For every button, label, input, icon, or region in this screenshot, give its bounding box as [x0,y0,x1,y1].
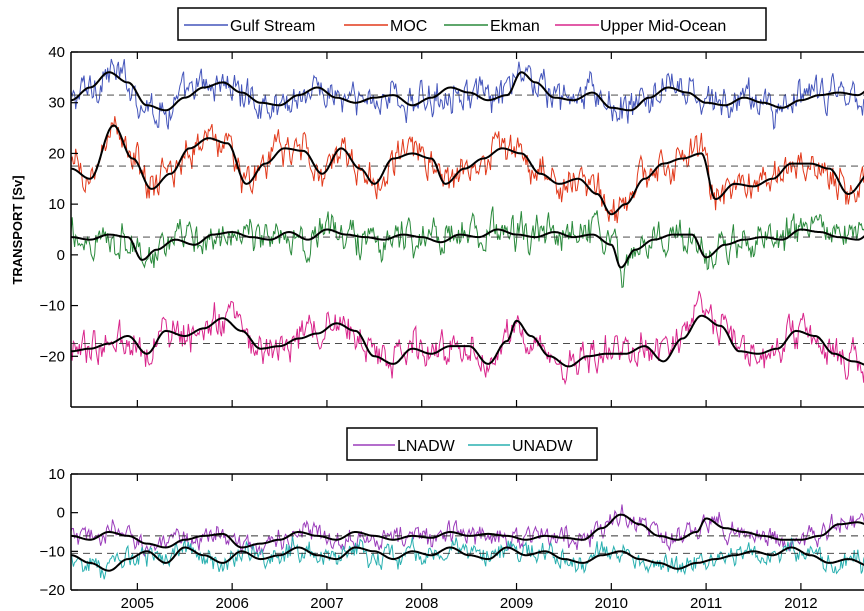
legend-label-lnadw: LNADW [397,438,456,455]
legend-label-upper-mid-ocean: Upper Mid-Ocean [600,18,726,35]
x-tick-label: 2006 [215,595,248,611]
x-tick-label: 2008 [405,595,438,611]
series-smooth-gulf-stream [71,71,864,112]
top-y-tick-label: 10 [48,196,65,213]
x-tick-label: 2012 [784,595,817,611]
y-axis-label: TRANSPORT [Sv] [10,175,25,284]
legend-label-ekman: Ekman [490,18,540,35]
bottom-panel: 10 0 −10 −20 2005 2006 2007 2008 2009 2010 2011 201… [40,427,864,611]
series-raw-unadw [71,536,864,580]
legend-label-gulf-stream: Gulf Stream [230,18,315,35]
bottom-y-tick-label: 0 [57,505,65,522]
top-y-tick-label: −20 [40,348,65,365]
series-smooth-lnadw [71,513,864,549]
top-legend-box [177,7,767,41]
legend-label-unadw: UNADW [512,438,573,455]
series-smooth-upper-mid-ocean [71,314,864,368]
x-tick-label: 2011 [690,595,722,611]
top-y-tick-label: 0 [57,247,65,264]
top-y-tick-label: 40 [48,44,65,61]
series-raw-gulf-stream [71,58,864,130]
x-tick-label: 2007 [310,595,343,611]
x-tick-label: 2009 [500,595,533,611]
x-tick-label: 2005 [121,595,154,611]
top-legend: Gulf Stream MOC Ekman Upper Mid-Ocean [177,7,767,41]
top-y-tick-label: −10 [40,298,65,315]
bottom-y-tick-label: −10 [40,543,65,560]
bottom-y-tick-label: −20 [40,582,65,599]
series-smooth-moc [71,124,864,216]
top-y-tick-label: 30 [48,95,65,112]
series-smooth-ekman [71,228,864,269]
series-smooth-unadw [71,546,864,572]
bottom-legend: LNADW UNADW [346,427,598,461]
bottom-legend-box [346,427,598,461]
series-raw-upper-mid-ocean [71,290,864,386]
series-raw-moc [71,116,864,224]
series-raw-ekman [71,206,864,289]
legend-label-moc: MOC [390,18,427,35]
top-plot-area [71,58,864,386]
top-axes: 40 30 20 10 0 −10 −20 [40,44,864,408]
top-panel: 40 30 20 10 0 −10 −20 TRANSPORT [Sv] Gulf Stre… [10,7,864,408]
bottom-plot-area [71,504,864,580]
top-y-tick-label: 20 [48,145,65,162]
bottom-y-tick-label: 10 [48,466,65,483]
bottom-axes: 10 0 −10 −20 2005 2006 2007 2008 2009 2010 2011 201… [40,466,864,611]
x-tick-label: 2010 [595,595,628,611]
